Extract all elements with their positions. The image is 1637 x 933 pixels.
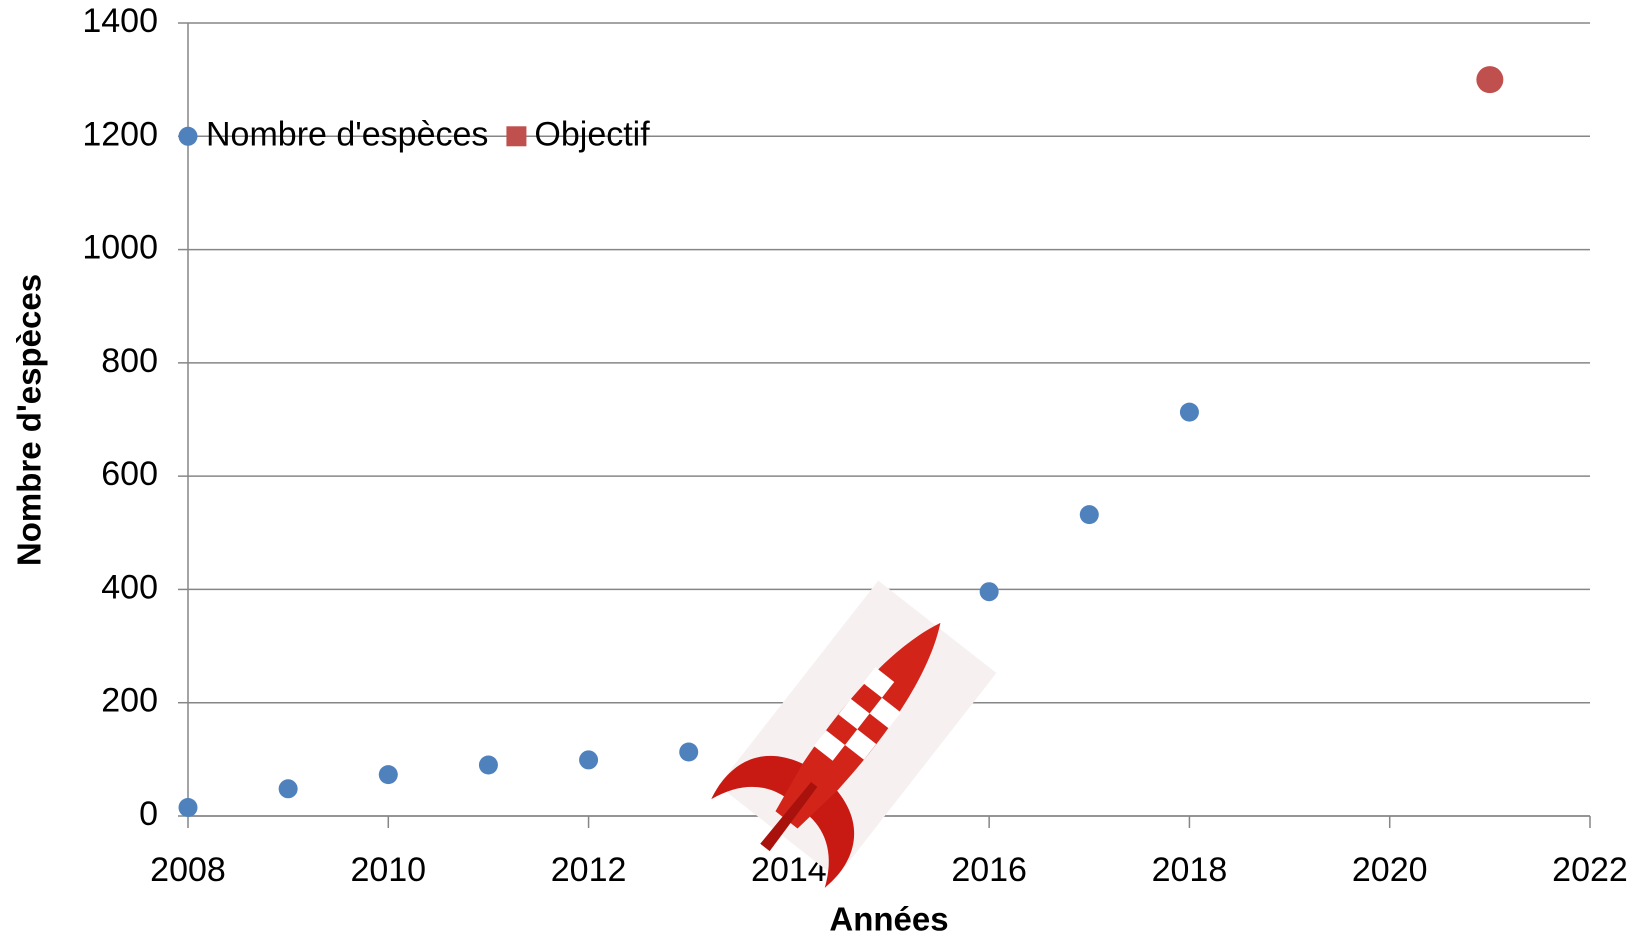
x-tick-label: 2016 bbox=[951, 851, 1027, 889]
data-point bbox=[579, 750, 598, 769]
y-tick-label: 1200 bbox=[82, 115, 158, 153]
chart: Années Nombre d'espèces 0 200 400 600 800 100… bbox=[0, 0, 1637, 933]
legend-marker bbox=[179, 127, 198, 146]
data-point bbox=[1080, 505, 1099, 524]
data-point bbox=[679, 742, 698, 761]
legend-marker bbox=[506, 126, 526, 146]
data-point bbox=[1476, 66, 1503, 93]
x-tick-label: 2010 bbox=[350, 851, 426, 889]
x-tick-label: 2008 bbox=[150, 851, 226, 889]
y-tick-label: 0 bbox=[139, 795, 158, 833]
data-point bbox=[279, 779, 298, 798]
y-tick-label: 200 bbox=[101, 682, 158, 720]
x-tick-label: 2022 bbox=[1552, 851, 1628, 889]
data-point bbox=[379, 765, 398, 784]
x-tick-label: 2012 bbox=[551, 851, 627, 889]
x-tick-label: 2020 bbox=[1352, 851, 1428, 889]
x-tick-label: 2018 bbox=[1152, 851, 1228, 889]
x-axis-label: Années bbox=[829, 901, 948, 933]
data-point bbox=[179, 798, 198, 817]
y-tick-label: 600 bbox=[101, 455, 158, 493]
page: Années Nombre d'espèces 0 200 400 600 800 100… bbox=[0, 0, 1637, 933]
data-point bbox=[1180, 403, 1199, 422]
y-tick-label: 1000 bbox=[82, 229, 158, 267]
y-tick-label: 800 bbox=[101, 342, 158, 380]
legend-label: Objectif bbox=[534, 115, 650, 153]
y-axis-label: Nombre d'espèces bbox=[11, 274, 48, 566]
y-tick-label: 400 bbox=[101, 568, 158, 606]
data-point bbox=[479, 756, 498, 775]
data-point bbox=[980, 582, 999, 601]
legend-label: Nombre d'espèces bbox=[206, 115, 488, 153]
rocket-image bbox=[706, 577, 1000, 894]
y-tick-label: 1400 bbox=[82, 2, 158, 40]
